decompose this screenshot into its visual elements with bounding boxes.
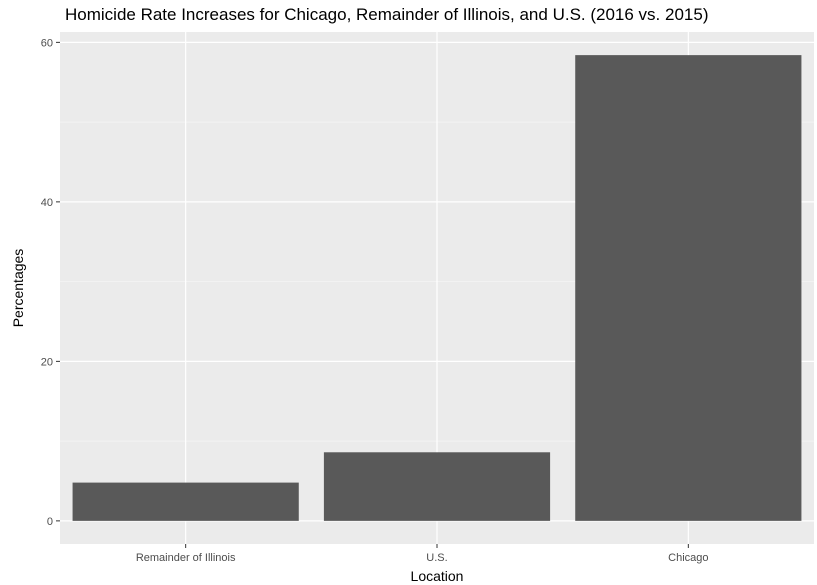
x-axis: Remainder of Illinois U.S. Chicago xyxy=(136,544,709,564)
y-axis: 0 20 40 60 xyxy=(41,37,60,528)
chart-title: Homicide Rate Increases for Chicago, Rem… xyxy=(65,5,708,24)
y-tick-label-0: 0 xyxy=(47,516,53,528)
bar-2 xyxy=(575,55,802,521)
x-tick-label-1: U.S. xyxy=(426,552,447,564)
y-tick-label-2: 40 xyxy=(41,197,53,209)
x-tick-label-2: Chicago xyxy=(668,552,708,564)
y-axis-title: Percentages xyxy=(10,249,26,328)
bar-1 xyxy=(323,452,551,521)
y-tick-label-3: 60 xyxy=(41,37,53,49)
x-tick-label-0: Remainder of Illinois xyxy=(136,552,236,564)
bars-group xyxy=(72,55,802,521)
y-tick-label-1: 20 xyxy=(41,356,53,368)
x-axis-title: Location xyxy=(411,568,464,584)
bar-0 xyxy=(72,482,299,521)
